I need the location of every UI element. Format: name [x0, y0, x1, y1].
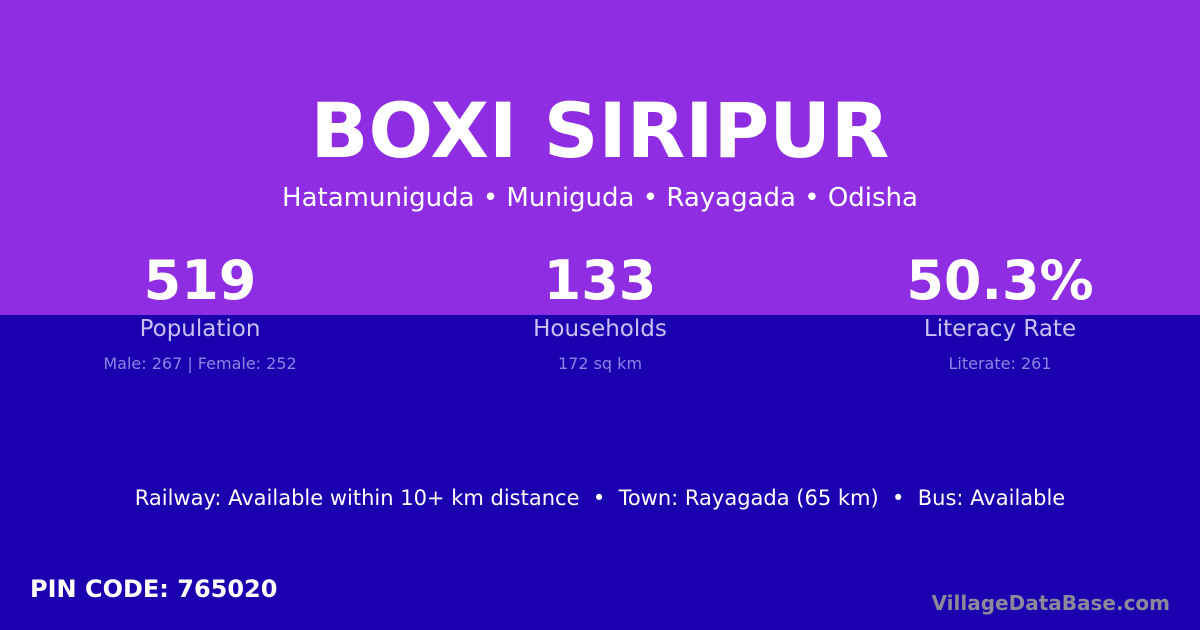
stat-detail: Literate: 261 [948, 354, 1052, 373]
amenities-line: Railway: Available within 10+ km distanc… [134, 486, 1066, 510]
header-band [0, 0, 1200, 315]
stat-value: 133 [543, 249, 657, 312]
stat-label: Population [139, 316, 261, 342]
stat-value: 50.3% [906, 249, 1094, 312]
village-title: BOXI SIRIPUR [310, 86, 890, 175]
stat-literacy: 50.3% Literacy Rate Literate: 261 [800, 249, 1200, 374]
stat-detail: 172 sq km [557, 354, 643, 373]
stat-label: Literacy Rate [923, 316, 1077, 342]
watermark-logo: VillageDataBase.com [931, 591, 1170, 615]
pin-code: PIN CODE: 765020 [30, 575, 278, 603]
stat-detail: Male: 267 | Female: 252 [103, 354, 297, 373]
stat-population: 519 Population Male: 267 | Female: 252 [0, 249, 400, 374]
stat-label: Households [533, 316, 667, 342]
stat-households: 133 Households 172 sq km [400, 249, 800, 374]
stat-value: 519 [143, 249, 257, 312]
location-breadcrumb: Hatamuniguda • Muniguda • Rayagada • Odi… [282, 183, 918, 213]
